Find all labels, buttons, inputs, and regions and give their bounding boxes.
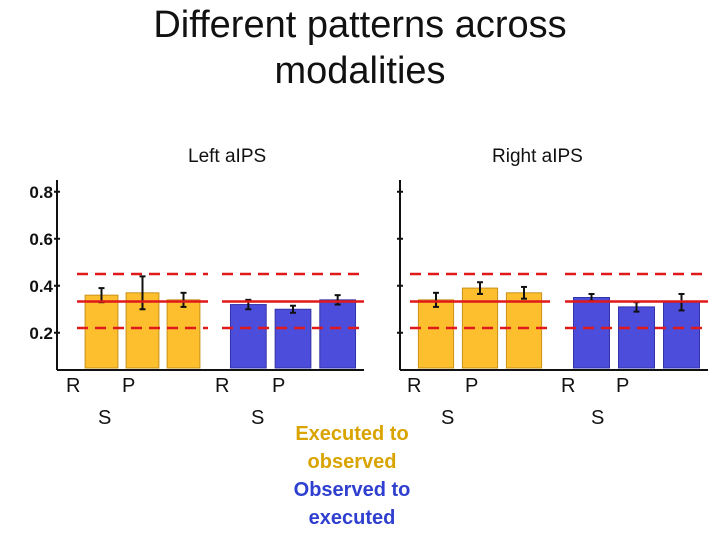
right-executed-to-observed-category-label-S: S (441, 407, 454, 429)
right-observed-to-executed-category-label-P: P (616, 375, 629, 397)
slide-title-line-1: Different patterns across (153, 4, 567, 46)
right-observed-to-executed-category-label-R: R (561, 375, 575, 397)
left-executed-to-observed-bar-R (84, 294, 119, 369)
right-executed-to-observed-category-label-P: P (465, 375, 478, 397)
right-observed-to-executed-bar-P (663, 301, 700, 369)
left-observed-to-executed-category-label-S: S (251, 407, 264, 429)
left-observed-to-executed-bar-P (319, 299, 357, 369)
left-executed-to-observed-category-label-P: P (122, 375, 135, 397)
slide-title: Different patterns across modalities (0, 2, 720, 94)
left-y-tick-label: 0.4 (29, 277, 53, 296)
right-executed-to-observed-bar-P (505, 292, 543, 369)
left-executed-to-observed-category-label-S: S (98, 407, 111, 429)
right-executed-to-observed-category-label-R: R (407, 375, 421, 397)
left-observed-to-executed-bar-R (229, 304, 267, 369)
left-executed-to-observed-bar-P (166, 299, 201, 369)
left-aips-title: Left aIPS (188, 146, 267, 167)
left-observed-to-executed-bar-S (274, 308, 312, 369)
legend: Executed to observed Observed to execute… (262, 420, 442, 532)
right-aips-title: Right aIPS (492, 146, 583, 167)
slide-title-line-2: modalities (274, 50, 446, 92)
legend-observed-to-executed-line-2: executed (308, 507, 396, 529)
left-observed-to-executed-category-label-R: R (215, 375, 229, 397)
left-executed-to-observed-category-label-R: R (66, 375, 80, 397)
right-executed-to-observed-bar-R (417, 299, 455, 369)
legend-observed-to-executed-line-1: Observed to (293, 479, 411, 501)
right-observed-to-executed-bar-R (573, 297, 610, 369)
left-observed-to-executed-category-label-P: P (272, 375, 285, 397)
left-y-tick-label: 0.6 (29, 230, 53, 249)
right-observed-to-executed-bar-S (618, 306, 655, 369)
left-y-tick-label: 0.2 (29, 324, 53, 343)
right-observed-to-executed-category-label-S: S (591, 407, 604, 429)
legend-executed-to-observed-line-1: Executed to (295, 423, 409, 445)
left-y-tick-label: 0.8 (29, 183, 53, 202)
legend-executed-to-observed-line-2: observed (307, 451, 397, 473)
